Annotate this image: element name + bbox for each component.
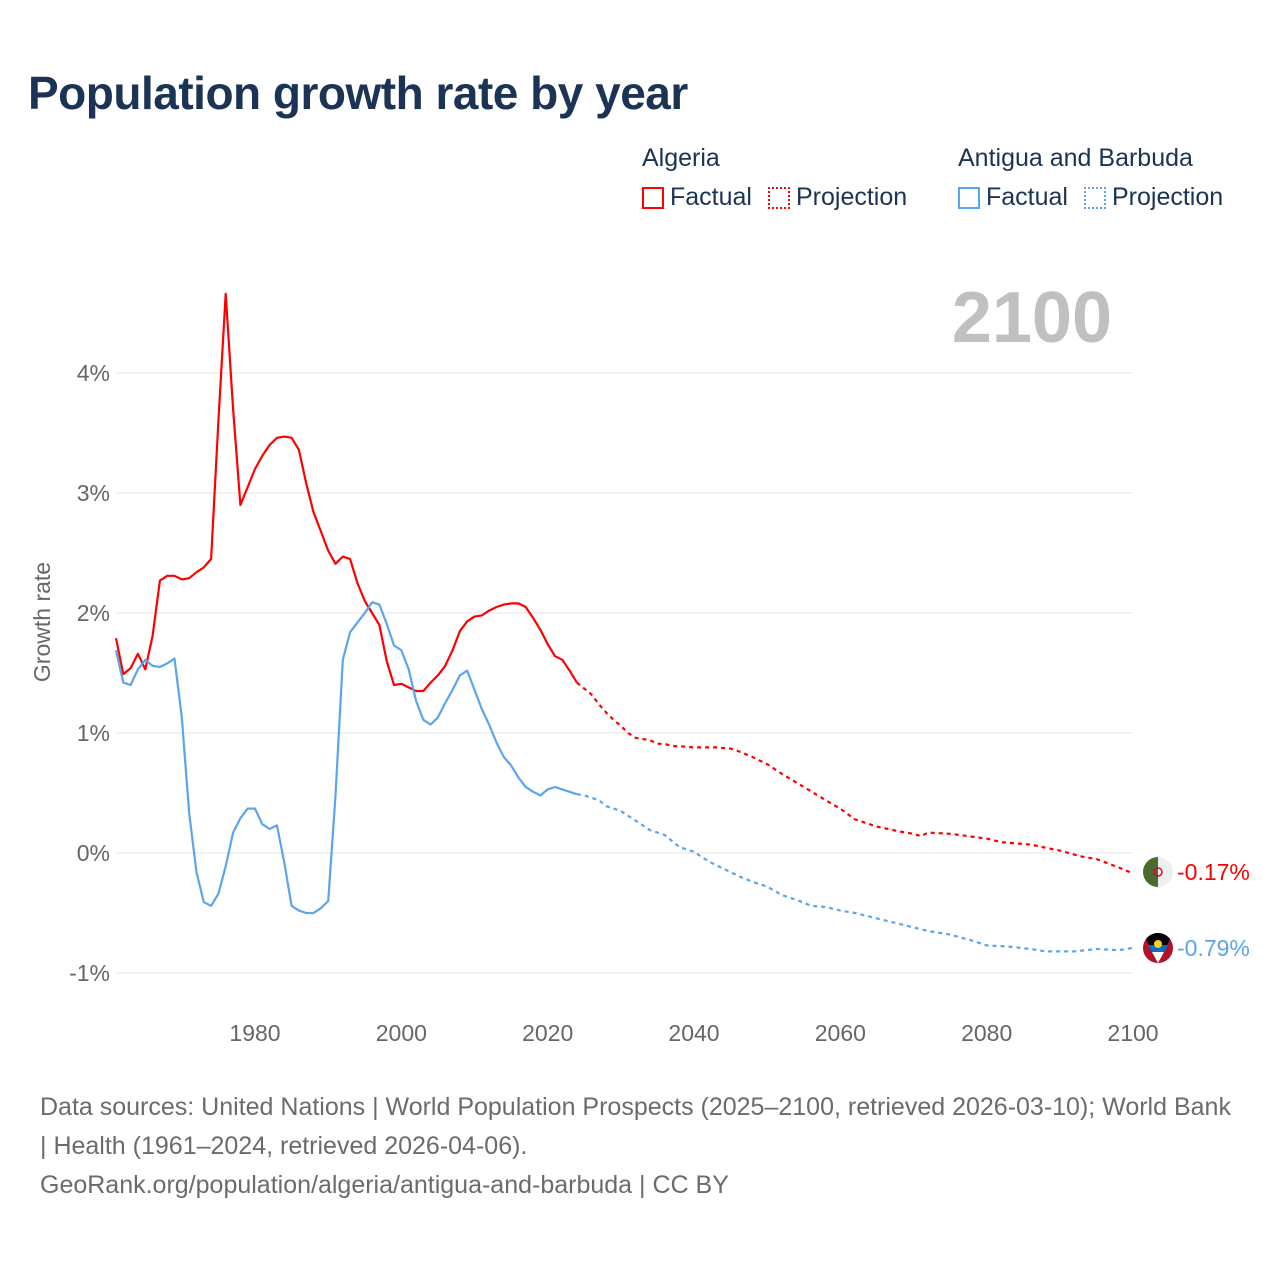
legend-label: Factual	[986, 183, 1068, 211]
legend-swatch-dotted	[1083, 186, 1106, 209]
y-tick-label: 1%	[77, 720, 110, 746]
antigua-flag-icon	[1143, 933, 1173, 963]
legend-label: Projection	[1111, 183, 1224, 211]
y-tick-label: -1%	[69, 960, 110, 986]
x-tick-label: 2040	[668, 1020, 719, 1046]
x-tick-label: 2100	[1107, 1020, 1158, 1046]
legend-swatch-solid	[958, 186, 980, 209]
data-sources: Data sources: United Nations | World Pop…	[40, 1093, 1231, 1160]
legend-group-label: Algeria	[642, 144, 720, 172]
legend-antigua: Antigua and Barbuda Factual Projection	[958, 144, 1223, 212]
algeria-factual-line	[114, 292, 578, 693]
x-tick-label: 2000	[376, 1020, 427, 1046]
antigua-factual-line	[114, 601, 578, 915]
legend-swatch-solid	[642, 186, 664, 209]
legend-item-antigua-projection[interactable]: Projection	[1083, 183, 1224, 212]
legend-item-antigua-factual[interactable]: Factual	[958, 183, 1068, 212]
legend-item-algeria-projection[interactable]: Projection	[767, 183, 908, 212]
antigua-projection-line	[576, 793, 1134, 953]
x-tick-label: 2060	[815, 1020, 866, 1046]
x-tick-label: 1980	[229, 1020, 280, 1046]
x-tick-label: 2020	[522, 1020, 573, 1046]
year-label: 2100	[952, 278, 1112, 358]
x-tick-label: 2080	[961, 1020, 1012, 1046]
chart-area: 2100 Growth rate -1% 0% 1% 2% 3% 4% 1980 2000 20…	[29, 278, 1250, 1046]
antigua-end-label: -0.79%	[1177, 935, 1250, 961]
y-tick-label: 4%	[77, 360, 110, 386]
footer: Data sources: United Nations | World Pop…	[40, 1088, 1240, 1205]
source-link[interactable]: GeoRank.org/population/algeria/antigua-a…	[40, 1171, 729, 1199]
chart-title: Population growth rate by year	[28, 67, 688, 119]
legend-swatch-dotted	[767, 186, 790, 209]
y-axis-label: Growth rate	[29, 562, 55, 682]
algeria-projection-line	[576, 681, 1134, 875]
legend-label: Factual	[670, 183, 752, 211]
algeria-end-label: -0.17%	[1177, 859, 1250, 885]
y-tick-label: 2%	[77, 600, 110, 626]
y-tick-label: 0%	[77, 840, 110, 866]
legend-label: Projection	[795, 183, 908, 211]
legend-algeria: Algeria Factual Projection	[642, 144, 907, 212]
legend-item-algeria-factual[interactable]: Factual	[642, 183, 752, 212]
legend-group-label: Antigua and Barbuda	[958, 144, 1193, 172]
algeria-flag-icon	[1143, 857, 1173, 887]
y-tick-label: 3%	[77, 480, 110, 506]
